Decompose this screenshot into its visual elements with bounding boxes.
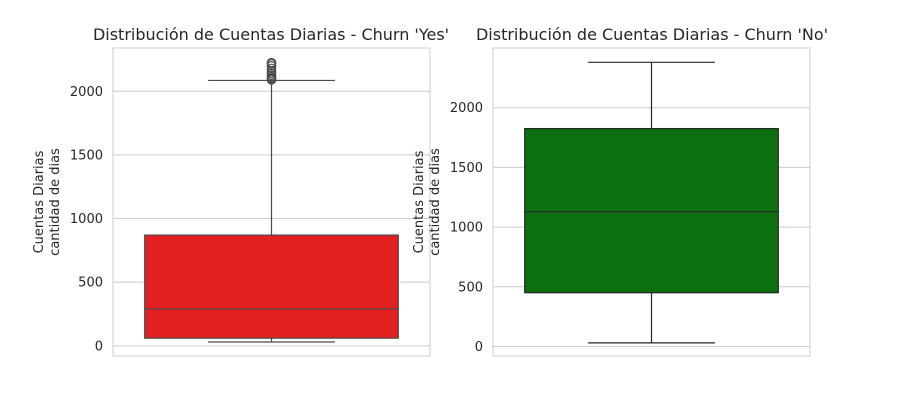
y-axis-label: cantidad de dias [48, 148, 63, 256]
outlier-point [266, 68, 277, 79]
outlier-point [266, 57, 277, 68]
y-tick-label: 2000 [70, 85, 103, 100]
y-tick-label: 1500 [70, 148, 103, 163]
y-axis-label: cantidad de dias [428, 148, 443, 256]
y-axis-label: Cuentas Diarias [412, 150, 427, 253]
y-tick-label: 500 [78, 276, 103, 291]
y-tick-label: 1000 [450, 221, 483, 236]
boxplot-churn-yes: 0 500 1000 1500 2000 Distribución de Cuentas … [32, 25, 449, 357]
y-tick-label: 1000 [70, 212, 103, 227]
outlier-point [266, 63, 277, 74]
y-tick-label: 0 [475, 340, 483, 355]
plot-frame [112, 47, 431, 357]
iqr-box [144, 234, 399, 339]
boxplot-churn-no: 0 500 1000 1500 2000 Distribución de Cuentas … [412, 25, 828, 357]
plot-frame [492, 47, 811, 357]
chart-title: Distribución de Cuentas Diarias - Churn … [476, 25, 828, 44]
chart-title: Distribución de Cuentas Diarias - Churn … [93, 25, 449, 44]
y-axis-label: Cuentas Diarias [32, 150, 47, 253]
iqr-box [524, 127, 779, 294]
y-tick-label: 1500 [450, 161, 483, 176]
y-tick-label: 2000 [450, 101, 483, 116]
y-tick-label: 500 [458, 280, 483, 295]
y-tick-label: 0 [95, 339, 103, 354]
